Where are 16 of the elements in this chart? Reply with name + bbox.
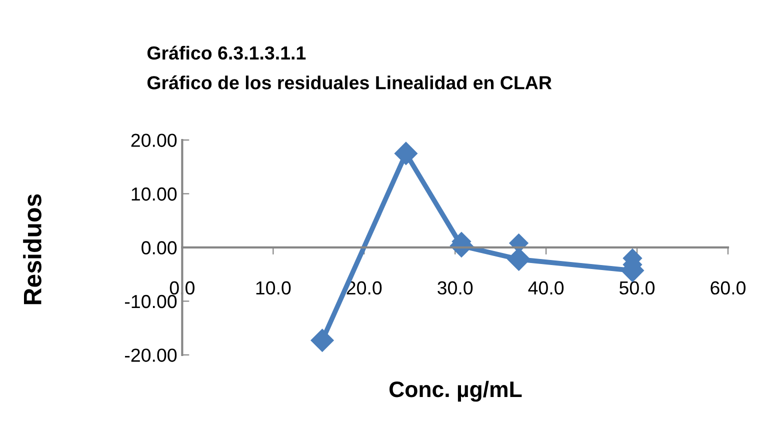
x-tick-label: 60.0	[710, 281, 746, 295]
y-tick-label: -20.00	[125, 348, 177, 362]
x-tick-label: 0.0	[170, 281, 194, 295]
x-tick-label: 10.0	[256, 281, 291, 295]
y-tick-label: -10.00	[125, 294, 177, 308]
chart-title: Gráfico 6.3.1.3.1.1 Gráfico de los residuales Linealidad en CLAR	[147, 46, 552, 90]
x-tick-label: 50.0	[620, 281, 655, 295]
y-tick-label: 0.00	[142, 241, 177, 254]
y-tick-label: 10.00	[132, 187, 177, 201]
x-tick-label: 30.0	[438, 281, 473, 295]
point	[394, 142, 418, 165]
y-tick-label: 20.00	[131, 134, 177, 147]
x-tick-label: 40.0	[528, 281, 564, 295]
x-axis-title: Conc. µg/mL	[390, 380, 522, 402]
point	[310, 328, 334, 352]
y-axis-title: Residuos	[23, 194, 42, 304]
